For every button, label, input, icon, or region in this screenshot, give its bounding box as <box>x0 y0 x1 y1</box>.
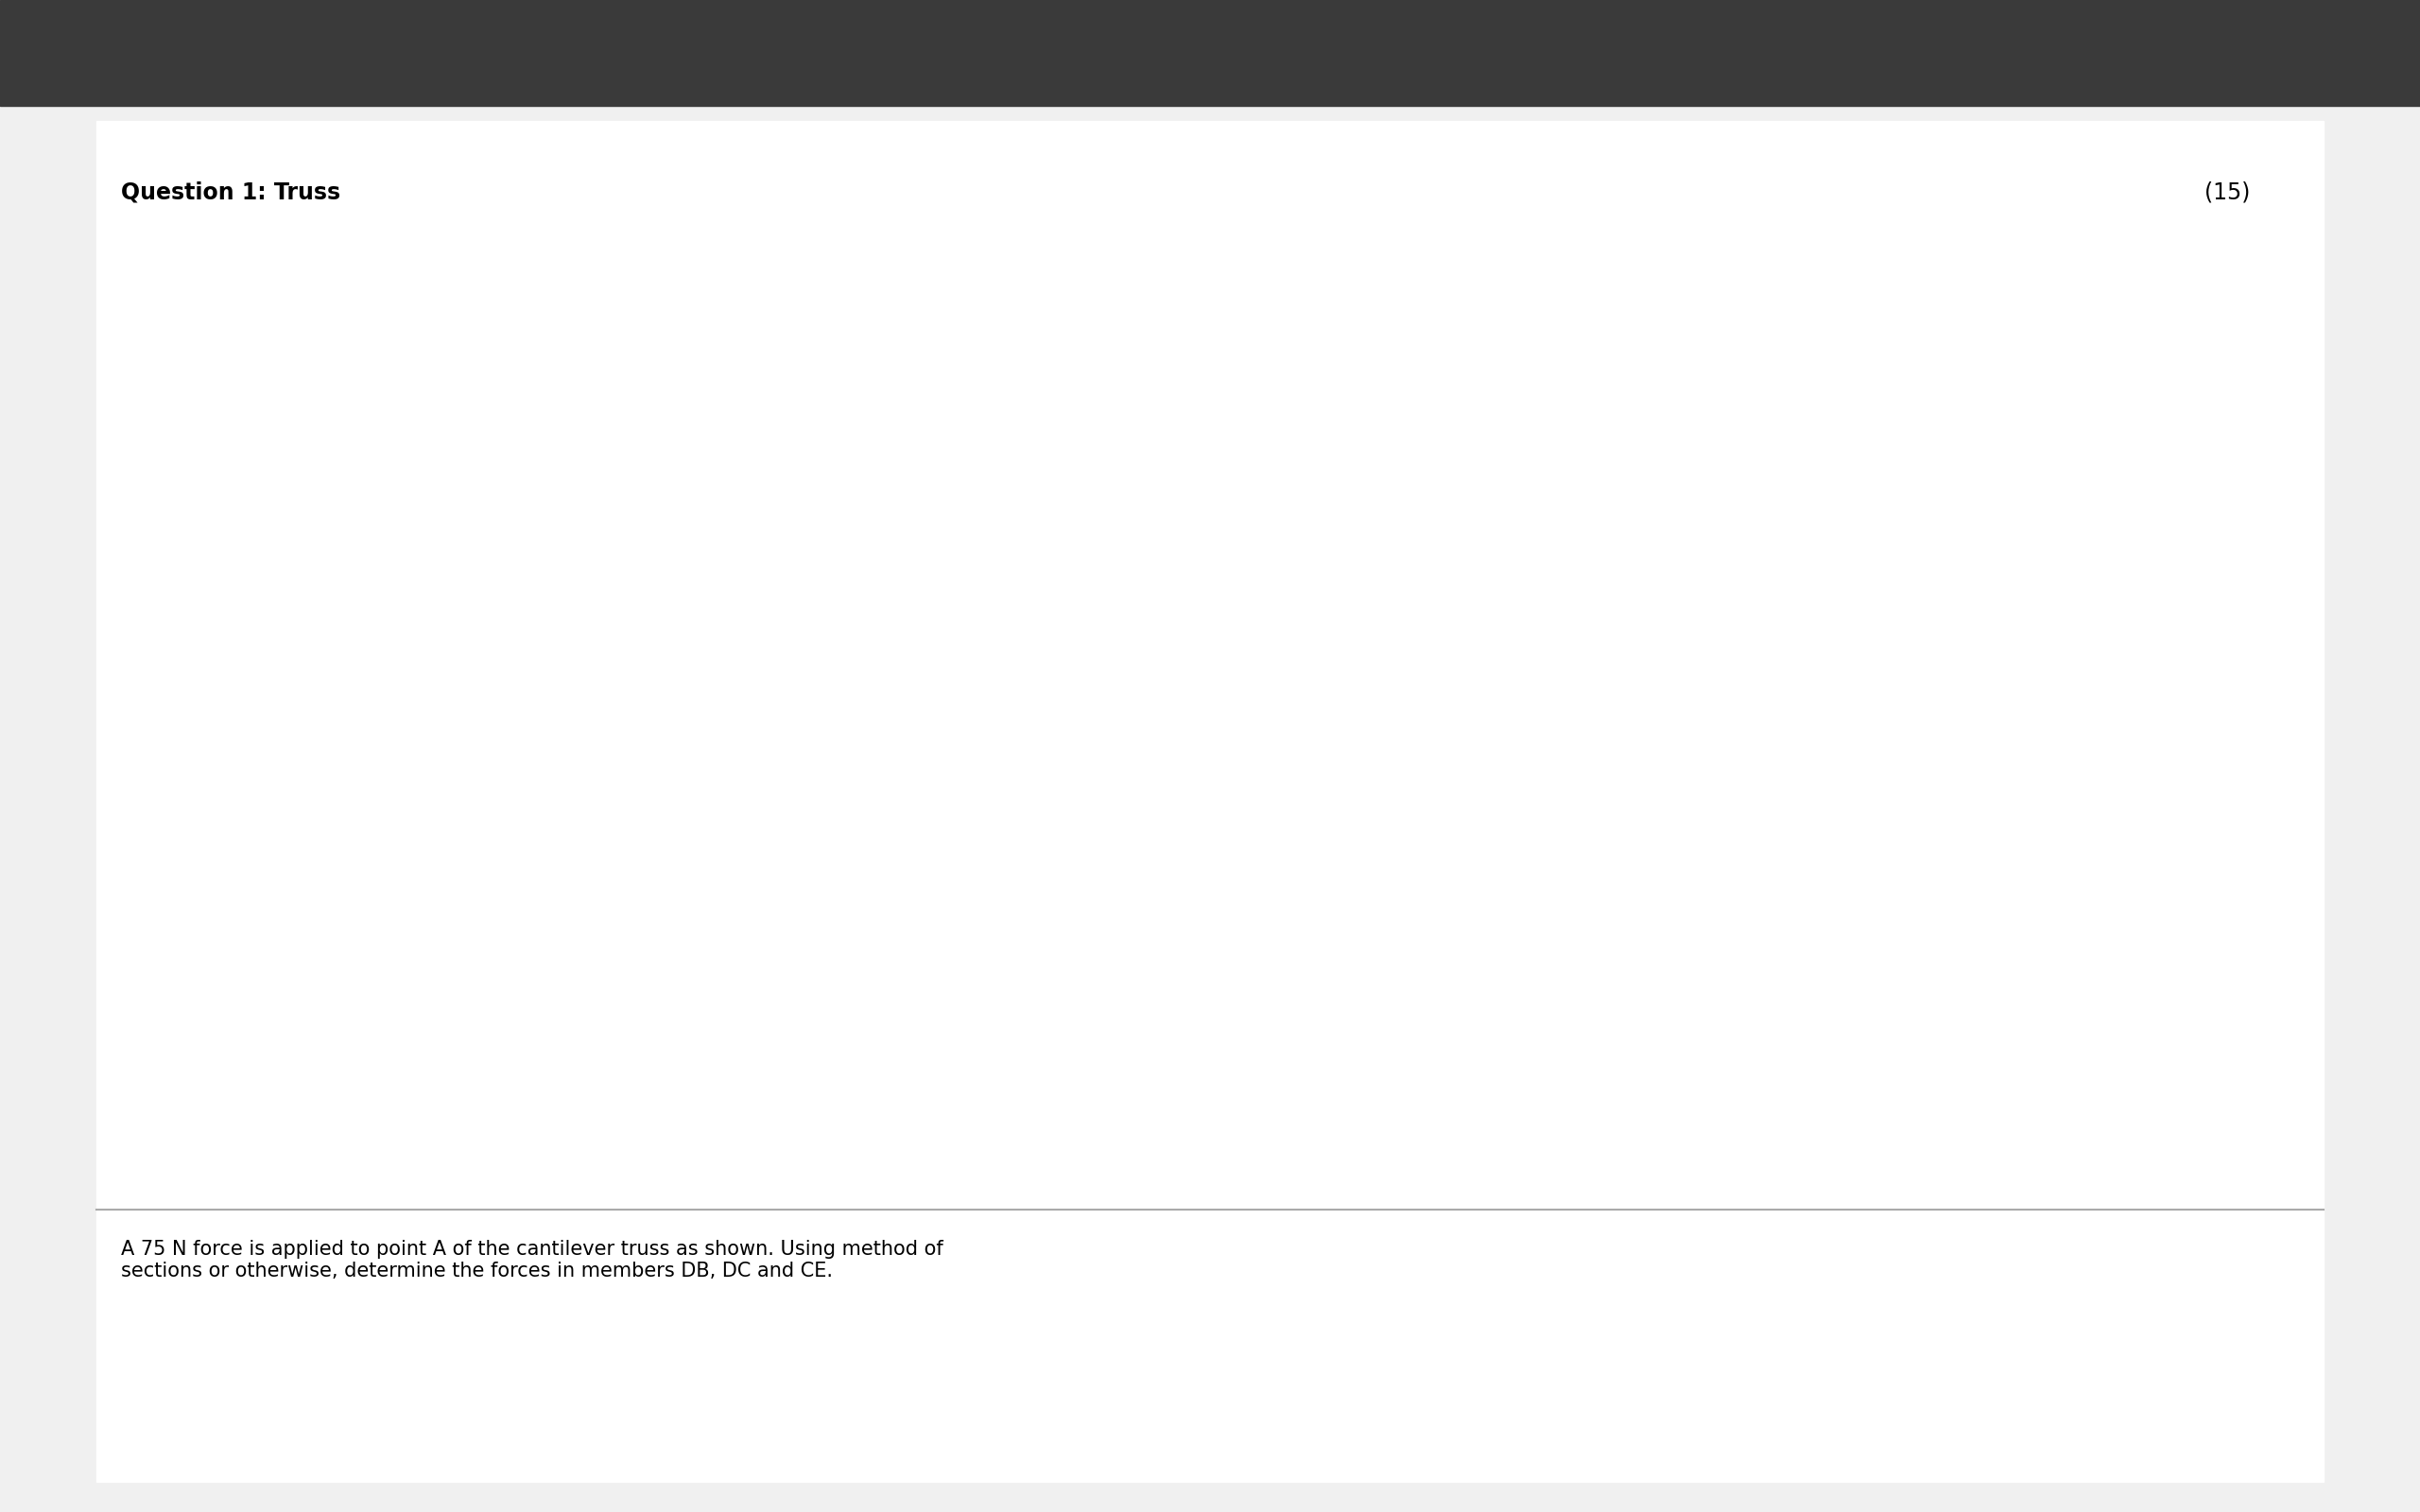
Text: D: D <box>622 490 634 507</box>
Text: F: F <box>295 494 305 511</box>
Text: B: B <box>917 490 927 507</box>
Text: Question 1: Truss: Question 1: Truss <box>121 181 341 204</box>
Text: (15): (15) <box>2205 181 2251 204</box>
Text: E: E <box>622 789 634 806</box>
Text: A 75 N force is applied to point A of the cantilever truss as shown. Using metho: A 75 N force is applied to point A of th… <box>121 1240 944 1281</box>
Text: 4 m: 4 m <box>126 751 157 768</box>
Text: A: A <box>1237 494 1249 511</box>
Circle shape <box>307 969 358 1021</box>
Text: 75°: 75° <box>1280 572 1307 585</box>
Text: C: C <box>917 789 927 806</box>
Bar <box>215 466 288 1054</box>
Text: 3 panels @ 2.5 m = 7.5 m: 3 panels @ 2.5 m = 7.5 m <box>673 389 878 407</box>
Text: G: G <box>361 998 373 1015</box>
